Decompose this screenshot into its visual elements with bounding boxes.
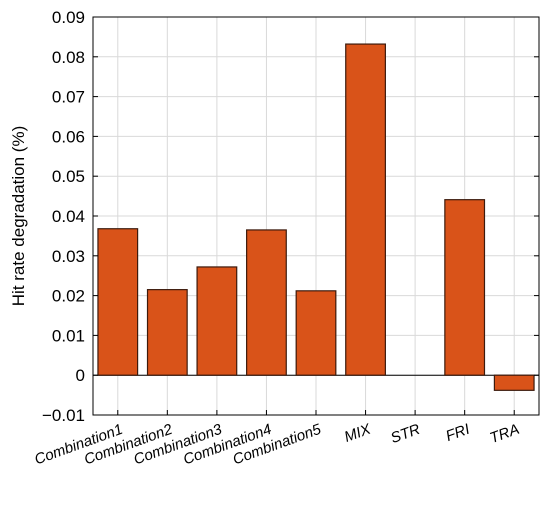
y-tick-label: 0.06 xyxy=(52,127,85,146)
y-tick-label: −0.01 xyxy=(42,406,85,425)
y-tick-label: 0.09 xyxy=(52,8,85,27)
y-axis-ticks: −0.01 0 0.01 0.02 0.03 0.04 0.05 0.06 0.07 0.08 0.… xyxy=(42,8,539,425)
x-tick-label: FRI xyxy=(444,421,473,445)
bar-tra xyxy=(493,374,535,391)
y-tick-label: 0.01 xyxy=(52,326,85,345)
y-tick-label: 0.07 xyxy=(52,88,85,107)
y-tick-label: 0.03 xyxy=(52,247,85,266)
y-tick-label: 0.04 xyxy=(52,207,85,226)
x-tick-label: MIX xyxy=(342,420,374,445)
x-tick-label: TRA xyxy=(488,421,522,447)
bar-combination4 xyxy=(246,229,287,376)
bar-combination1 xyxy=(97,228,139,376)
bar-combination2 xyxy=(146,289,188,376)
y-axis-title: Hit rate degradation (%) xyxy=(9,126,28,306)
y-tick-label: 0.05 xyxy=(52,167,85,186)
y-tick-label: 0 xyxy=(76,366,85,385)
y-tick-label: 0.02 xyxy=(52,287,85,306)
bar-mix xyxy=(345,43,386,376)
x-tick-label: STR xyxy=(388,421,422,447)
x-axis-ticks: Combination1Combination2Combination3Comb… xyxy=(32,410,522,468)
bars xyxy=(97,43,535,391)
y-tick-label: 0.08 xyxy=(52,48,85,67)
bar-combination3 xyxy=(196,266,238,376)
bar-fri xyxy=(444,199,486,376)
bar-combination5 xyxy=(295,290,337,376)
